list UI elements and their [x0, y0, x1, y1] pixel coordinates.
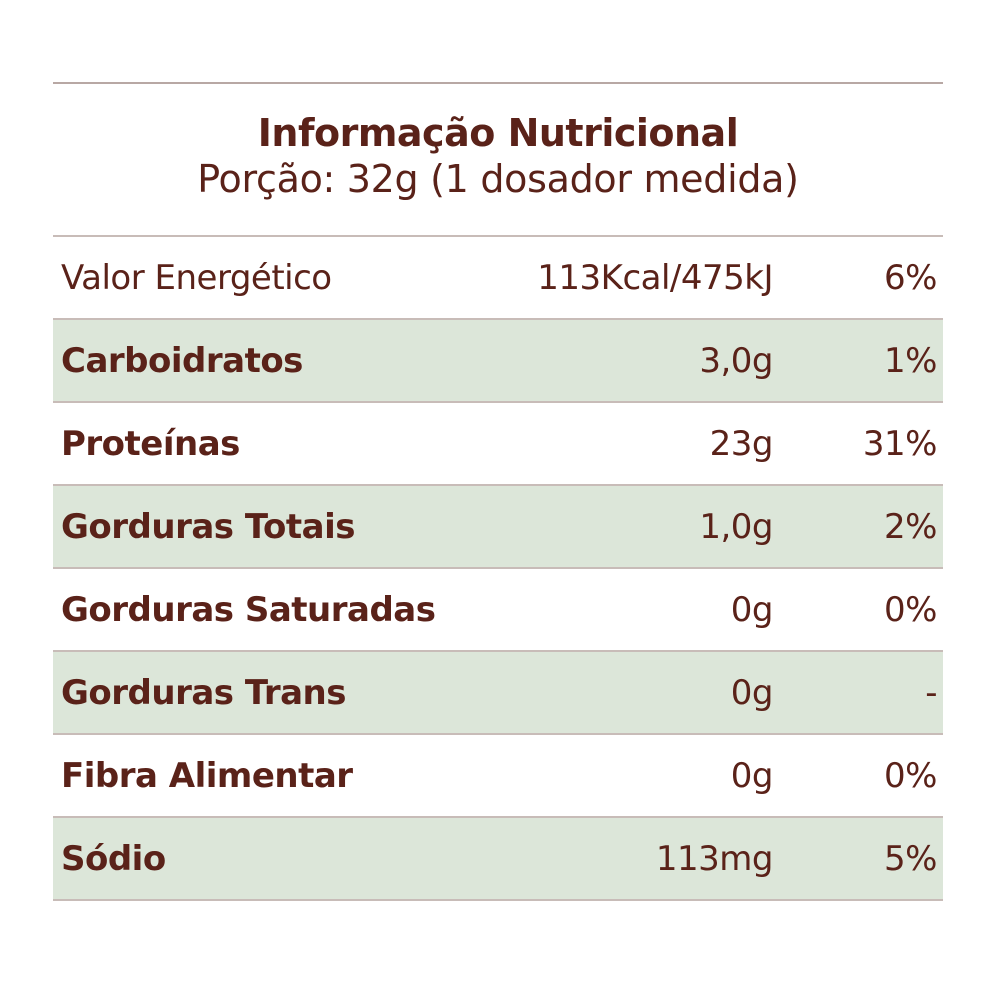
- table-row: Proteínas 23g 31%: [53, 401, 943, 484]
- table-row: Sódio 113mg 5%: [53, 816, 943, 901]
- nutrient-amount: 113Kcal/475kJ: [537, 257, 773, 298]
- nutrient-amount: 0g: [730, 672, 774, 713]
- nutrient-amount: 0g: [730, 589, 774, 630]
- nutrient-name: Valor Energético: [61, 257, 332, 298]
- nutrition-title: Informação Nutricional: [257, 111, 739, 155]
- nutrition-table: Valor Energético 113Kcal/475kJ 6% Carboi…: [53, 235, 943, 901]
- nutrient-amount: 3,0g: [699, 340, 773, 381]
- table-row: Gorduras Totais 1,0g 2%: [53, 484, 943, 567]
- table-row: Gorduras Trans 0g -: [53, 650, 943, 733]
- table-row: Gorduras Saturadas 0g 0%: [53, 567, 943, 650]
- nutrient-name: Sódio: [61, 838, 166, 879]
- nutrient-daily-value: 6%: [884, 257, 937, 298]
- table-row: Carboidratos 3,0g 1%: [53, 318, 943, 401]
- table-row: Valor Energético 113Kcal/475kJ 6%: [53, 235, 943, 318]
- nutrient-amount: 113mg: [655, 838, 774, 879]
- nutrient-daily-value: -: [925, 672, 937, 713]
- nutrient-daily-value: 0%: [884, 755, 937, 796]
- nutrient-daily-value: 31%: [862, 423, 938, 464]
- nutrient-daily-value: 1%: [884, 340, 937, 381]
- nutrient-daily-value: 2%: [884, 506, 937, 547]
- nutrient-name: Gorduras Trans: [61, 672, 346, 713]
- nutrient-name: Carboidratos: [61, 340, 303, 381]
- nutrient-amount: 23g: [709, 423, 774, 464]
- nutrient-amount: 0g: [730, 755, 774, 796]
- nutrient-daily-value: 0%: [884, 589, 937, 630]
- nutrient-name: Proteínas: [61, 423, 240, 464]
- nutrition-facts-panel: Informação Nutricional Porção: 32g (1 do…: [53, 82, 943, 901]
- nutrient-daily-value: 5%: [884, 838, 937, 879]
- table-row: Fibra Alimentar 0g 0%: [53, 733, 943, 816]
- nutrient-name: Gorduras Totais: [61, 506, 355, 547]
- nutrition-header: Informação Nutricional Porção: 32g (1 do…: [53, 84, 943, 235]
- nutrient-amount: 1,0g: [699, 506, 773, 547]
- nutrient-name: Fibra Alimentar: [61, 755, 353, 796]
- serving-size: Porção: 32g (1 dosador medida): [197, 157, 799, 201]
- top-divider: [53, 82, 943, 84]
- nutrient-name: Gorduras Saturadas: [61, 589, 436, 630]
